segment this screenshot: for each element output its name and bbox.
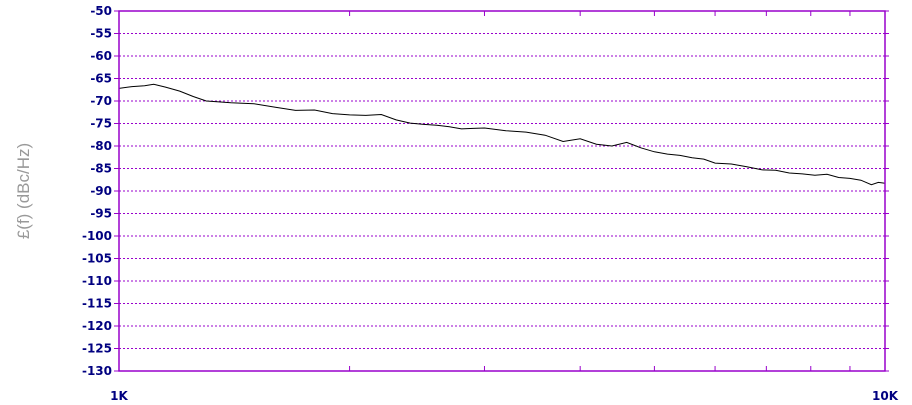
y-tick-label: -80 [90,139,112,153]
x-tick-labels: 1K 10K [110,389,899,403]
y-tick-label: -65 [90,72,112,86]
y-tick-label: -85 [90,162,112,176]
plot-frame [118,10,886,372]
y-tick-label: -120 [82,319,112,333]
y-tick-label: -55 [90,27,112,41]
y-tick-label: -60 [90,49,112,63]
y-tick-label: -105 [82,252,112,266]
x-minor-ticks [349,11,851,371]
y-axis-label: £(f) (dBc/Hz) [14,143,33,239]
y-tick-label: -125 [82,342,112,356]
y-tick-label: -115 [82,297,112,311]
y-tick-label: -130 [82,364,112,378]
y-tick-label: -100 [82,229,112,243]
y-tick-label: -95 [90,207,112,221]
grid-lines [114,10,889,372]
y-tick-label: -90 [90,184,112,198]
x-tick-label: 10K [872,389,899,403]
y-tick-label: -50 [90,4,112,18]
y-tick-labels: -50 -55 -60 -65 -70 -75 -80 -85 -90 -95 -100 -105 -1… [82,4,112,378]
x-tick-label: 1K [110,389,128,403]
y-tick-label: -75 [90,117,112,131]
y-tick-label: -110 [82,274,112,288]
y-tick-label: -70 [90,94,112,108]
series-line [118,83,886,186]
